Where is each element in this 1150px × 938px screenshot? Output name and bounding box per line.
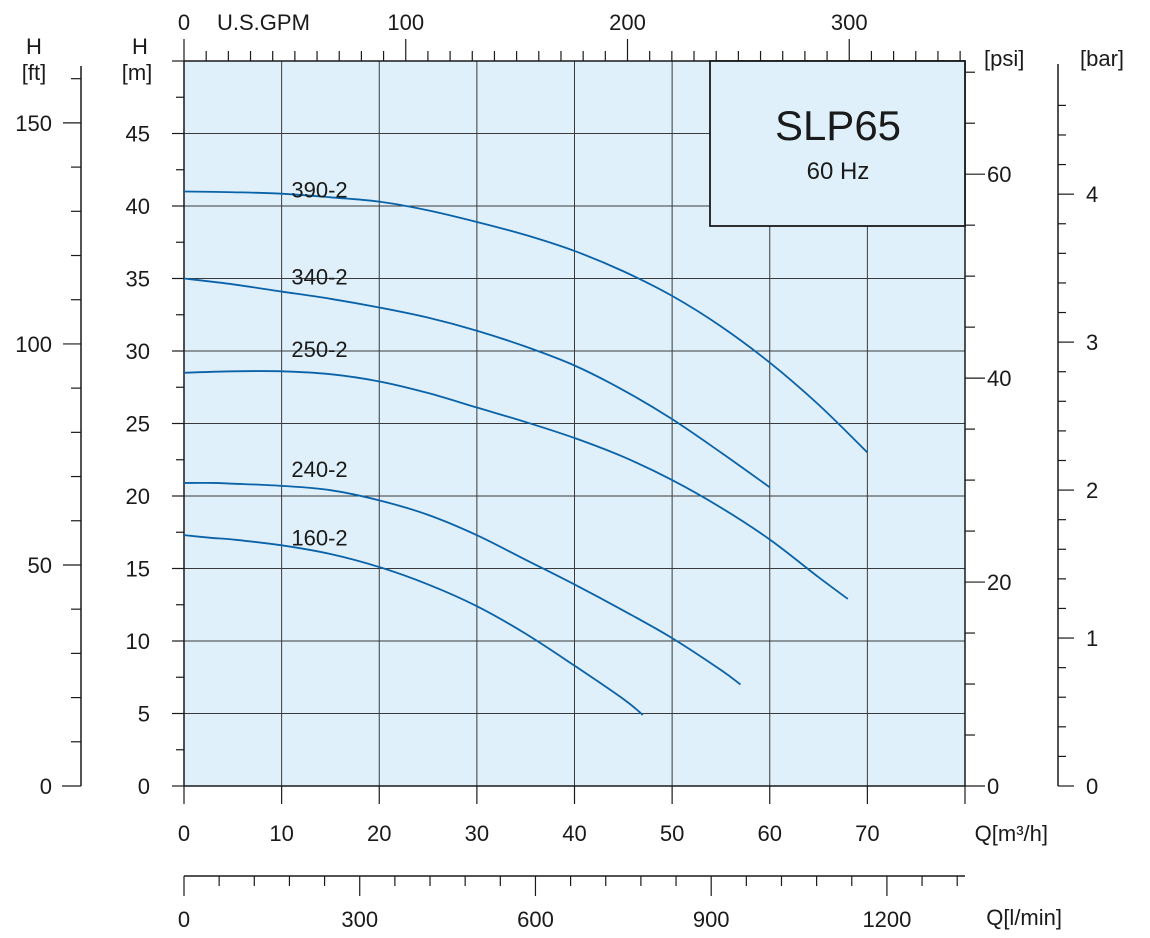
lpm-tick-label: 0	[178, 907, 190, 932]
bar-tick-label: 1	[1086, 626, 1098, 651]
gpm-tick-label: 300	[831, 10, 868, 35]
bar-tick-label: 4	[1086, 182, 1098, 207]
bar-axis-label: [bar]	[1080, 46, 1124, 71]
curve-390-2	[183, 190, 869, 454]
psi-axis-label: [psi]	[984, 46, 1024, 71]
curve-340-2	[183, 277, 771, 489]
q-tick-label: 10	[269, 821, 293, 846]
q-tick-label: 0	[178, 821, 190, 846]
ft-tick-label: 150	[15, 111, 52, 136]
q-tick-label: 50	[660, 821, 684, 846]
bar-tick-label: 2	[1086, 478, 1098, 503]
ft-tick-label: 0	[40, 774, 52, 799]
q-axis-label: Q[m³/h]	[975, 821, 1048, 846]
curve-label-340-2: 340-2	[291, 264, 347, 289]
curve-label-240-2: 240-2	[291, 457, 347, 482]
m-tick-label: 35	[126, 267, 150, 292]
lpm-tick-label: 900	[693, 907, 730, 932]
m-axis-label-top: H	[132, 34, 148, 59]
title-box: SLP65 60 Hz	[709, 60, 966, 227]
curve-240-2	[183, 481, 742, 686]
m-tick-label: 10	[126, 629, 150, 654]
curve-label-250-2: 250-2	[291, 337, 347, 362]
ft-axis-label-top: H	[26, 34, 42, 59]
curve-160-2	[183, 534, 644, 716]
q-tick-label: 40	[562, 821, 586, 846]
curve-250-2	[183, 370, 849, 600]
curves: 390-2 340-2 250-2 240-2 160-2	[183, 177, 869, 716]
gpm-tick-label: 100	[387, 10, 424, 35]
title-box-frame	[709, 60, 966, 227]
q-tick-label: 30	[465, 821, 489, 846]
lpm-axis-label: Q[l/min]	[986, 905, 1062, 930]
m-axis-label-bottom: [m]	[122, 60, 153, 85]
psi-tick-label: 40	[987, 366, 1011, 391]
ft-tick-label: 100	[15, 332, 52, 357]
gpm-axis-label: U.S.GPM	[217, 10, 310, 35]
lpm-tick-label: 600	[517, 907, 554, 932]
bar-tick-label: 3	[1086, 330, 1098, 355]
gpm-tick-label: 0	[178, 10, 190, 35]
q-tick-label: 70	[855, 821, 879, 846]
q-tick-label: 20	[367, 821, 391, 846]
ft-tick-label: 50	[28, 553, 52, 578]
m-tick-label: 0	[138, 774, 150, 799]
psi-tick-label: 0	[987, 774, 999, 799]
lpm-tick-label: 1200	[862, 907, 911, 932]
chart-title: SLP65	[775, 102, 901, 149]
m-tick-label: 5	[138, 702, 150, 727]
gpm-tick-label: 200	[609, 10, 646, 35]
axes: 051015202530354045H[m]050100150H[ft]0204…	[15, 10, 1124, 932]
m-tick-label: 30	[126, 339, 150, 364]
q-tick-label: 60	[758, 821, 782, 846]
curve-label-160-2: 160-2	[291, 525, 347, 550]
bar-tick-label: 0	[1086, 774, 1098, 799]
m-tick-label: 40	[126, 194, 150, 219]
m-tick-label: 25	[126, 412, 150, 437]
psi-tick-label: 20	[987, 570, 1011, 595]
ft-axis-label-bottom: [ft]	[22, 60, 46, 85]
chart-subtitle: 60 Hz	[807, 158, 870, 185]
m-tick-label: 45	[126, 122, 150, 147]
m-tick-label: 15	[126, 557, 150, 582]
psi-tick-label: 60	[987, 162, 1011, 187]
grid-lines	[184, 61, 965, 786]
lpm-tick-label: 300	[341, 907, 378, 932]
curve-label-390-2: 390-2	[291, 177, 347, 202]
m-tick-label: 20	[126, 484, 150, 509]
